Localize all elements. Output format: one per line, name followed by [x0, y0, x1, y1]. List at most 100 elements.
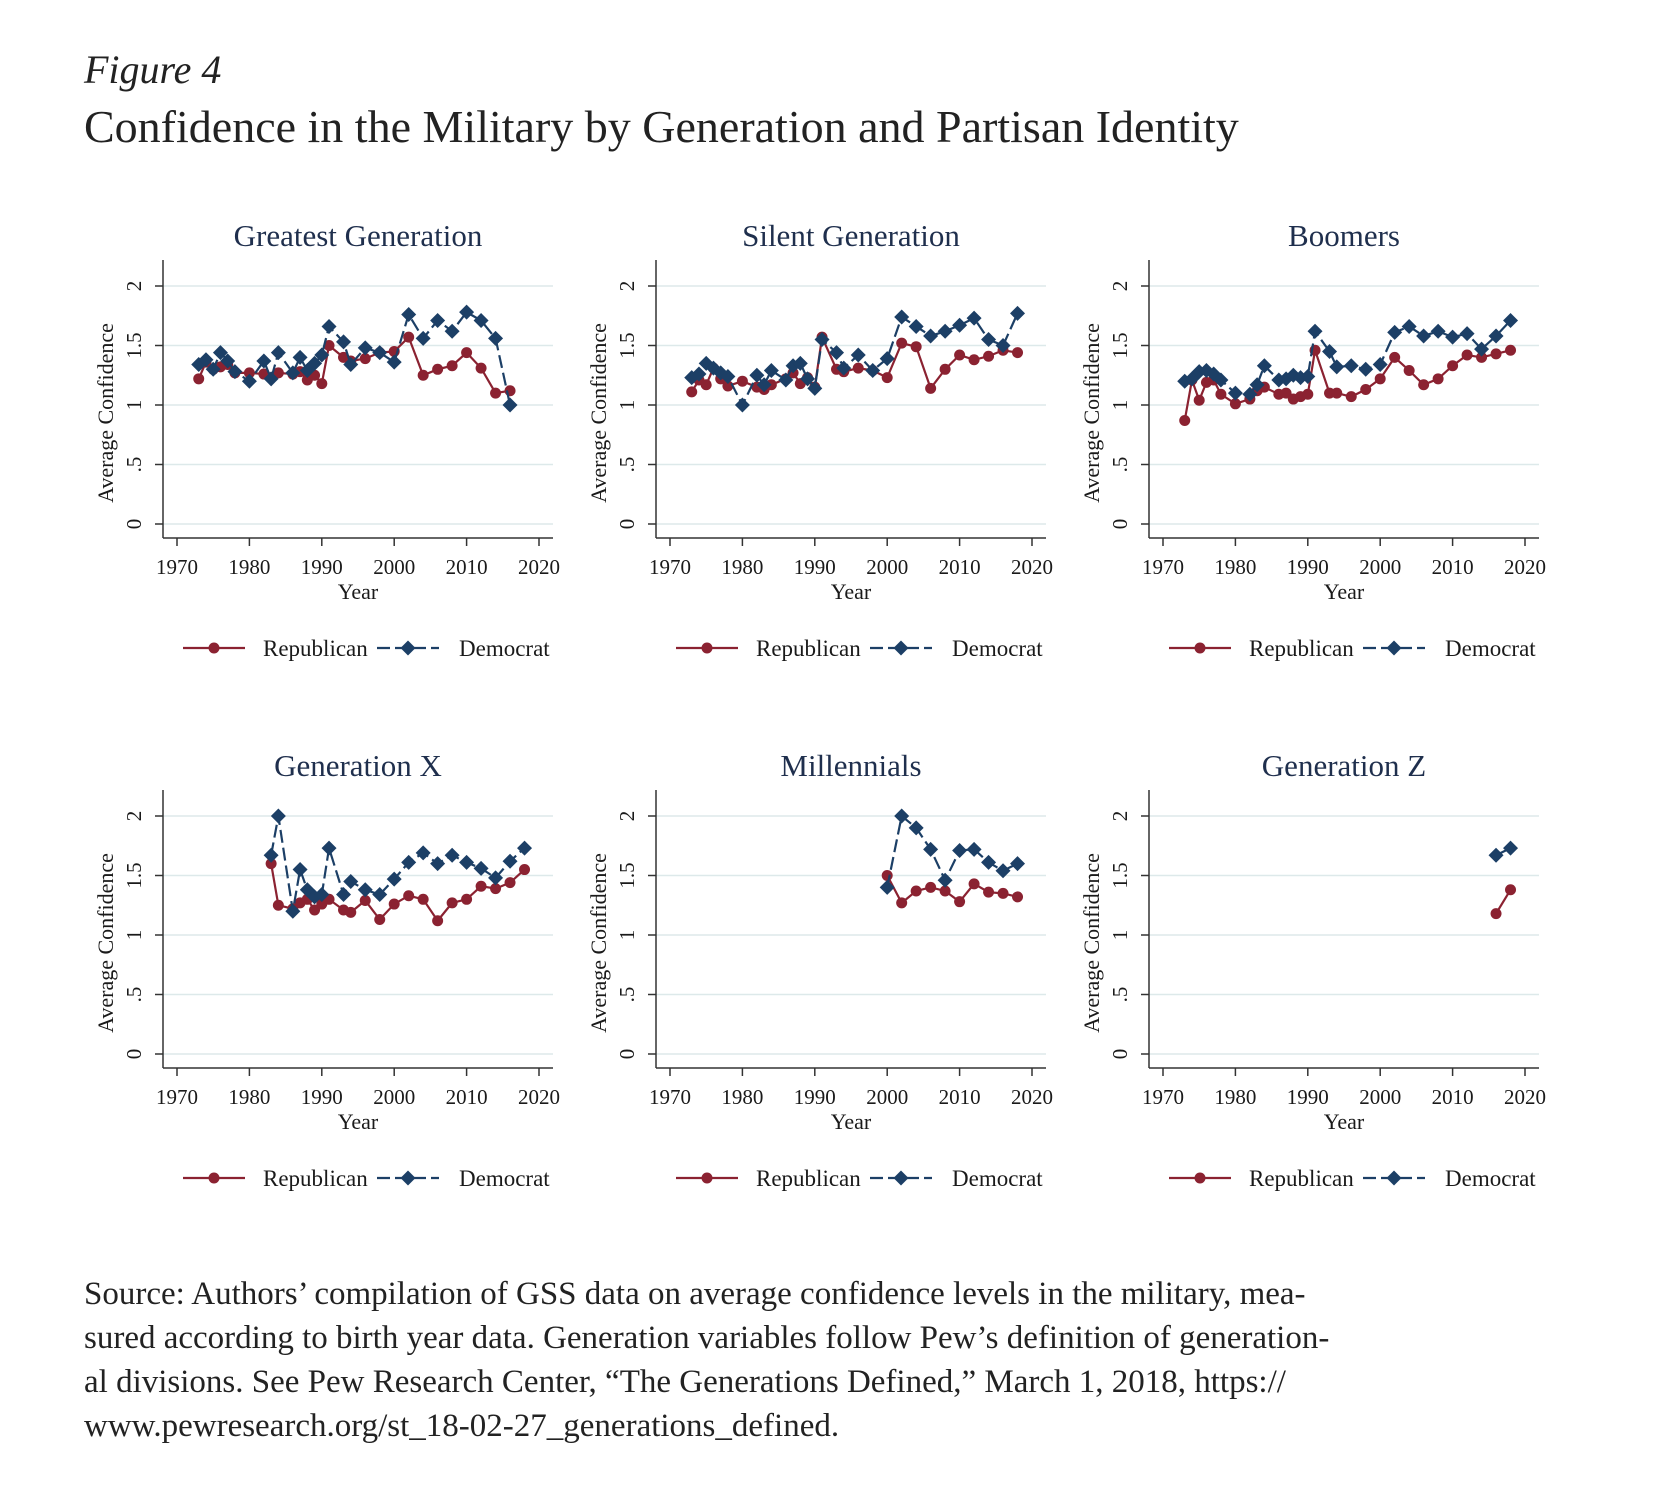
legend-label-democrat: Democrat — [952, 1166, 1043, 1191]
data-point — [1505, 344, 1517, 356]
data-point — [374, 914, 386, 926]
y-tick-label: 2 — [615, 281, 639, 292]
y-tick-label: 0 — [1108, 1049, 1132, 1060]
data-point — [1280, 387, 1292, 399]
chart-panel-1: Greatest Generation 0 .5 1 1.5 2 1970 1980 1990 2… — [93, 218, 560, 661]
x-tick-label: 1980 — [1214, 555, 1256, 579]
panel-title: Millennials — [780, 748, 921, 783]
data-point — [285, 365, 301, 381]
data-point — [997, 887, 1009, 899]
data-point — [1307, 323, 1323, 339]
chart-panel-5: Millennials 0 .5 1 1.5 2 1970 1980 1990 2000 2010 2… — [586, 748, 1053, 1191]
series-republican — [881, 870, 1024, 909]
legend: Republican Democrat — [676, 636, 1043, 661]
data-point — [1447, 360, 1459, 372]
series-line — [270, 815, 526, 912]
legend-label-republican: Republican — [756, 1166, 861, 1191]
data-point — [1343, 358, 1359, 374]
x-tick-label: 2020 — [1504, 555, 1546, 579]
data-point — [1505, 884, 1517, 896]
data-point — [336, 334, 352, 350]
y-tick-label: 0 — [1108, 519, 1132, 530]
x-tick-label: 2000 — [866, 555, 908, 579]
data-point — [321, 840, 337, 856]
data-point — [473, 313, 489, 329]
figure-title: Confidence in the Military by Generation… — [84, 101, 1239, 152]
data-point — [372, 345, 388, 361]
y-axis-label: Average Confidence — [1079, 323, 1104, 503]
series-republican — [1179, 344, 1517, 426]
data-point — [1387, 324, 1403, 340]
x-tick-label: 1980 — [721, 1085, 763, 1109]
y-tick-label: 0 — [615, 519, 639, 530]
data-point — [446, 897, 458, 909]
data-point — [343, 357, 359, 373]
data-point — [461, 893, 473, 905]
data-point — [983, 886, 995, 898]
panel-title: Generation Z — [1262, 748, 1426, 783]
data-point — [270, 345, 286, 361]
data-point — [910, 341, 922, 353]
data-point — [896, 337, 908, 349]
data-point — [1389, 351, 1401, 363]
legend-marker-republican — [1194, 642, 1206, 654]
legend-marker-democrat — [1386, 1170, 1402, 1186]
data-point — [736, 375, 748, 387]
x-tick-label: 2020 — [1011, 1085, 1053, 1109]
x-axis-label: Year — [1324, 579, 1365, 604]
data-point — [1010, 856, 1026, 872]
data-point — [198, 352, 214, 368]
data-point — [896, 897, 908, 909]
y-tick-label: .5 — [615, 457, 639, 473]
panel-title: Greatest Generation — [234, 218, 483, 253]
data-point — [807, 380, 823, 396]
series-democrat — [684, 305, 1026, 413]
y-tick-label: 1.5 — [615, 862, 639, 888]
x-tick-label: 2010 — [939, 1085, 981, 1109]
data-point — [1322, 343, 1338, 359]
data-point — [910, 885, 922, 897]
data-point — [1256, 358, 1272, 374]
data-point — [881, 870, 893, 881]
data-point — [937, 323, 953, 339]
data-point — [925, 881, 937, 893]
data-point — [700, 379, 712, 391]
data-point — [519, 864, 531, 876]
data-point — [415, 845, 431, 861]
data-point — [908, 820, 924, 836]
data-point — [879, 879, 895, 895]
y-tick-label: 0 — [615, 1049, 639, 1060]
y-tick-label: 0 — [122, 1049, 146, 1060]
y-tick-label: 1 — [1108, 930, 1132, 941]
y-tick-label: 2 — [1108, 281, 1132, 292]
series-republican — [1490, 884, 1517, 920]
legend: Republican Democrat — [183, 1166, 550, 1191]
data-point — [1461, 349, 1473, 361]
y-axis-label: Average Confidence — [93, 853, 118, 1033]
legend-marker-democrat — [400, 1170, 416, 1186]
x-tick-label: 1990 — [1287, 1085, 1329, 1109]
data-point — [432, 363, 444, 375]
data-point — [263, 847, 279, 863]
y-tick-label: 2 — [122, 811, 146, 822]
data-point — [357, 882, 373, 898]
data-point — [504, 877, 516, 889]
y-tick-label: 1 — [122, 930, 146, 941]
data-point — [1345, 391, 1357, 403]
chart-panel-2: Silent Generation 0 .5 1 1.5 2 1970 1980 1990 200… — [586, 218, 1053, 661]
data-point — [814, 332, 830, 348]
x-tick-label: 1990 — [1287, 555, 1329, 579]
data-point — [502, 853, 518, 869]
x-tick-label: 2010 — [446, 1085, 488, 1109]
data-point — [220, 353, 236, 369]
data-point — [265, 858, 277, 870]
data-point — [749, 367, 765, 383]
data-point — [1331, 387, 1343, 399]
data-point — [401, 307, 417, 323]
legend-label-democrat: Democrat — [459, 1166, 550, 1191]
series-republican — [686, 331, 1024, 398]
data-point — [981, 854, 997, 870]
data-point — [270, 808, 286, 824]
data-point — [894, 309, 910, 325]
